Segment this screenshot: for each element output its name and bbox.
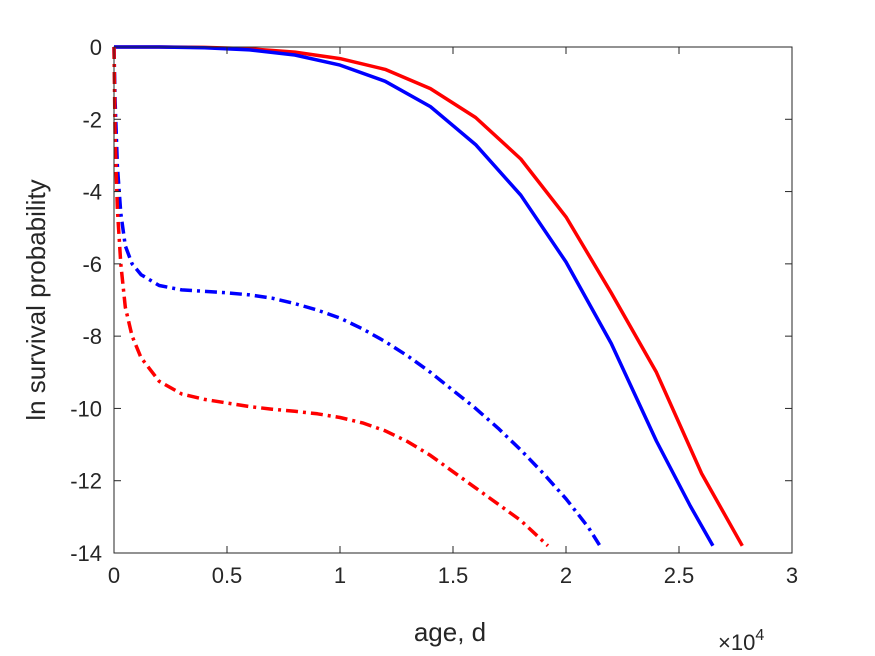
x-tick-label: 0.5 <box>212 563 243 588</box>
y-tick-label: -8 <box>82 324 102 349</box>
x-axis: 0 0.5 1 1.5 2 2.5 3 <box>108 47 798 588</box>
x-tick-label: 0 <box>108 563 120 588</box>
series-line-3 <box>112 46 602 547</box>
x-tick-label: 1 <box>334 563 346 588</box>
y-tick-label: -12 <box>70 469 102 494</box>
series-line-4 <box>112 46 550 548</box>
series-line-2 <box>114 45 715 547</box>
x-axis-exponent-power: 4 <box>755 627 764 644</box>
y-tick-label: -14 <box>70 541 102 566</box>
y-axis-label: ln survival probability <box>21 179 51 420</box>
y-tick-label: -4 <box>82 180 102 205</box>
x-axis-exponent-base: ×10 <box>718 630 755 655</box>
series-layer <box>112 45 744 548</box>
y-tick-label: -2 <box>82 107 102 132</box>
x-tick-label: 2.5 <box>664 563 695 588</box>
series-line-1 <box>114 45 744 547</box>
x-axis-label: age, d <box>414 617 486 647</box>
x-tick-label: 2 <box>560 563 572 588</box>
y-axis: 0 -2 -4 -6 -8 -10 -12 -14 <box>70 35 792 566</box>
x-tick-label: 1.5 <box>438 563 469 588</box>
y-tick-label: -6 <box>82 252 102 277</box>
plot-frame <box>113 46 793 554</box>
y-tick-label: 0 <box>90 35 102 60</box>
x-tick-label: 3 <box>786 563 798 588</box>
y-tick-label: -10 <box>70 396 102 421</box>
x-axis-exponent: ×104 <box>718 627 764 655</box>
